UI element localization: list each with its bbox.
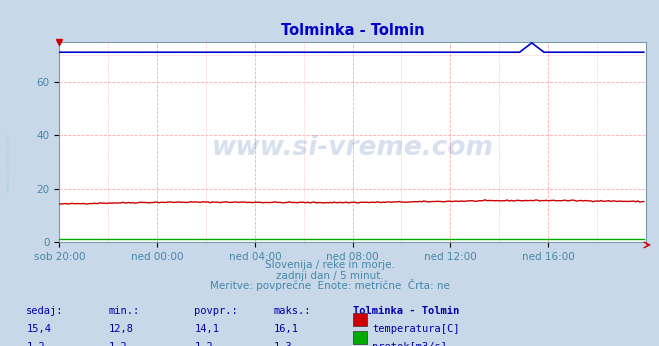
Text: zadnji dan / 5 minut.: zadnji dan / 5 minut. <box>275 271 384 281</box>
Text: 14,1: 14,1 <box>194 324 219 334</box>
Text: www.si-vreme.com: www.si-vreme.com <box>212 135 494 161</box>
Text: temperatura[C]: temperatura[C] <box>372 324 460 334</box>
Text: 1,3: 1,3 <box>273 342 292 346</box>
Text: www.si-vreme.com: www.si-vreme.com <box>5 133 11 192</box>
Text: 12,8: 12,8 <box>109 324 134 334</box>
Text: 15,4: 15,4 <box>26 324 51 334</box>
Text: povpr.:: povpr.: <box>194 306 238 316</box>
Text: 1,2: 1,2 <box>26 342 45 346</box>
Text: min.:: min.: <box>109 306 140 316</box>
Text: 16,1: 16,1 <box>273 324 299 334</box>
Text: maks.:: maks.: <box>273 306 311 316</box>
Text: Meritve: povprečne  Enote: metrične  Črta: ne: Meritve: povprečne Enote: metrične Črta:… <box>210 279 449 291</box>
Text: 1,2: 1,2 <box>109 342 127 346</box>
Text: Slovenija / reke in morje.: Slovenija / reke in morje. <box>264 260 395 270</box>
Text: Tolminka - Tolmin: Tolminka - Tolmin <box>353 306 459 316</box>
Text: pretok[m3/s]: pretok[m3/s] <box>372 342 447 346</box>
Text: 1,2: 1,2 <box>194 342 213 346</box>
Text: sedaj:: sedaj: <box>26 306 64 316</box>
Title: Tolminka - Tolmin: Tolminka - Tolmin <box>281 22 424 38</box>
